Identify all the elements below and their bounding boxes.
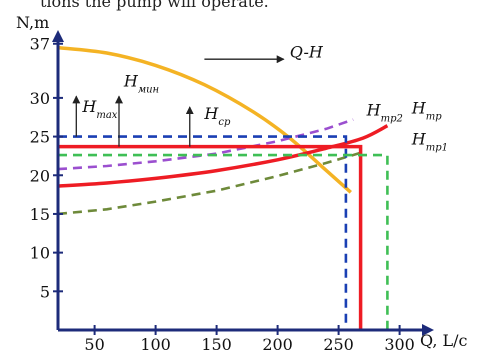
y-axis-label: N,m [16, 13, 49, 32]
ticks-layer: 50 100 150 200 250 300 5 10 15 20 25 30 37 [30, 35, 415, 354]
series-layer [57, 45, 389, 330]
x-tick-label: 150 [201, 335, 232, 354]
annotation-h-tr1: Hтр1 [411, 129, 448, 153]
x-tick-label: 300 [384, 335, 415, 354]
x-axis-arrow [422, 324, 434, 336]
series-line-h-max [58, 135, 348, 330]
series-line-q-h [57, 45, 352, 194]
axes-layer: N,m Q, L/c [16, 13, 468, 350]
clipped-caption-text: tions the pump will operate. [40, 0, 269, 11]
y-tick-label: 5 [40, 282, 50, 301]
annotation-h-max: Hmax [81, 97, 117, 121]
x-tick-label: 100 [140, 335, 171, 354]
series-line-h [57, 124, 389, 188]
y-tick-label: 10 [30, 244, 50, 263]
x-tick-label: 250 [323, 335, 354, 354]
series-line-lower [58, 153, 389, 330]
y-tick-label: 25 [30, 128, 50, 147]
series-line-h-2 [57, 118, 354, 171]
y-tick-label: 20 [30, 166, 50, 185]
y-tick-label: 15 [30, 205, 50, 224]
y-tick-label: 30 [30, 89, 50, 108]
annotation-h-sr: Hср [203, 104, 231, 128]
annotation-h-min: Hмин [123, 71, 159, 95]
x-tick-label: 50 [84, 335, 104, 354]
annotation-h-tr: Hтр [411, 98, 442, 122]
annotation-h-tr2: Hтр2 [366, 101, 403, 125]
y-tick-label: 37 [30, 35, 50, 54]
x-tick-label: 200 [262, 335, 293, 354]
annotation-q-h: Q-H [290, 43, 324, 62]
series-line-h-1 [57, 150, 364, 216]
x-axis-label: Q, L/c [420, 331, 468, 350]
y-axis-arrow [52, 30, 64, 42]
series-line-operating [58, 144, 363, 330]
